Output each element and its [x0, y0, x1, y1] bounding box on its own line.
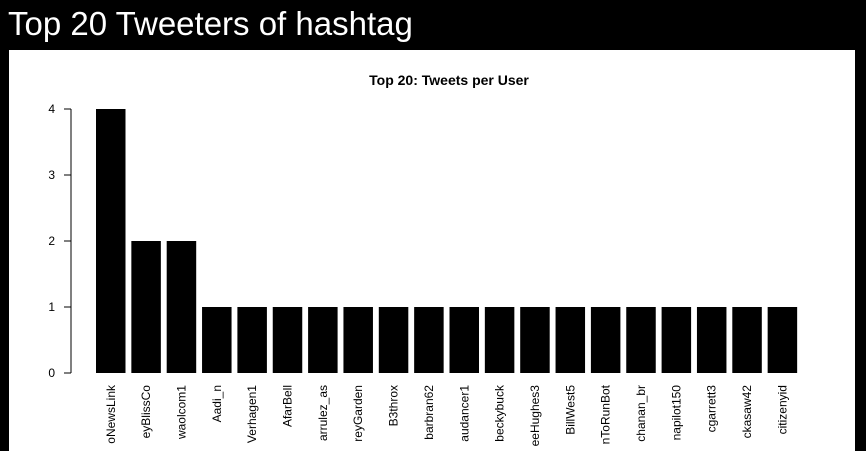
bar: [202, 307, 232, 373]
x-tick-label: barbran62: [422, 385, 436, 440]
x-tick-label: waolcom1: [174, 385, 188, 440]
bar: [414, 307, 444, 373]
x-tick-label: eeHughes3: [528, 385, 542, 447]
bar: [237, 307, 267, 373]
bar: [520, 307, 550, 373]
x-tick-label: Aadi_n: [210, 385, 224, 422]
bar: [696, 307, 727, 373]
x-tick-label: eyBlissCo: [139, 385, 153, 439]
x-tick-label: audancer1: [457, 385, 471, 442]
bars: [96, 109, 798, 373]
scrollbar[interactable]: [855, 50, 866, 451]
page-title: Top 20 Tweeters of hashtag: [8, 5, 413, 42]
bar: [661, 307, 692, 373]
x-tick-label: BillWest5: [563, 385, 577, 435]
x-tick-label: beckybuck: [493, 384, 507, 442]
x-tick-label: nToRunBot: [599, 384, 613, 444]
x-tick-label: chanan_br: [634, 385, 648, 442]
x-tick-label: reyGarden: [351, 385, 365, 442]
y-tick-label: 4: [48, 102, 55, 116]
x-tick-label: oNewsLink: [104, 384, 118, 444]
bar-chart: Top 20: Tweets per User 0 1 2 3 4 oNewsLink e…: [48, 72, 798, 446]
bar: [378, 307, 409, 373]
y-tick-label: 0: [48, 366, 55, 380]
bar: [166, 241, 197, 373]
bar: [767, 307, 798, 373]
x-tick-label: Verhagen1: [245, 385, 259, 443]
x-tick-label: cgarrett3: [705, 385, 719, 433]
x-tick-label: B3throx: [387, 385, 401, 426]
bar: [96, 109, 126, 373]
bar: [343, 307, 373, 373]
bar: [308, 307, 338, 373]
chart-panel: Top 20: Tweets per User 0 1 2 3 4 oNewsLink e…: [9, 50, 855, 451]
chart-title: Top 20: Tweets per User: [369, 72, 529, 88]
bar: [590, 307, 621, 373]
y-tick-label: 2: [48, 234, 55, 248]
x-tick-label: napilot150: [669, 385, 683, 441]
y-tick-label: 3: [48, 168, 55, 182]
x-tick-label: arrulez_as: [316, 385, 330, 441]
bar: [272, 307, 303, 373]
x-tick-labels: oNewsLink eyBlissCo waolcom1 Aadi_n Verhagen…: [104, 384, 790, 446]
x-tick-label: citizenyid: [775, 385, 789, 434]
x-tick-label: ckasaw42: [740, 385, 754, 439]
y-tick-label: 1: [48, 300, 55, 314]
x-tick-label: AfarBell: [281, 385, 295, 427]
bar: [449, 307, 479, 373]
bar: [732, 307, 762, 373]
bar: [626, 307, 656, 373]
bar: [484, 307, 515, 373]
bar: [555, 307, 586, 373]
y-axis: 0 1 2 3 4: [48, 102, 72, 380]
bar: [131, 241, 161, 373]
